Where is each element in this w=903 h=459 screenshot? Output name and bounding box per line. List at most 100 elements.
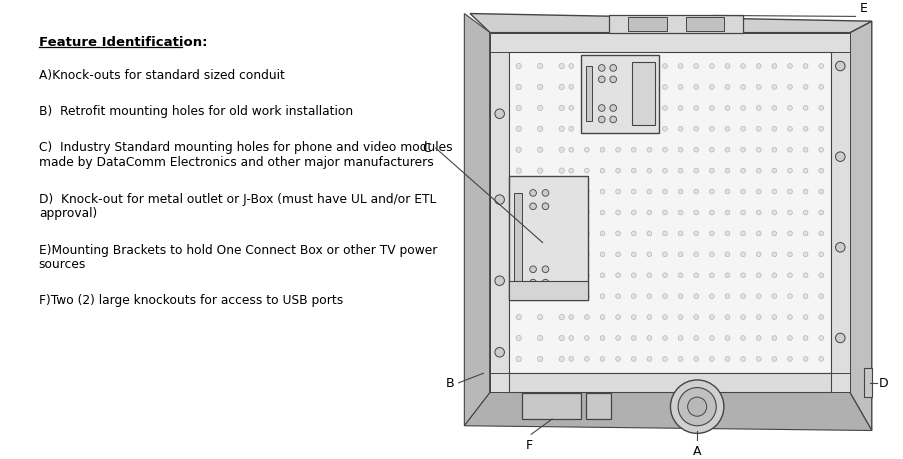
Circle shape (558, 273, 563, 278)
Bar (508, 176, 588, 300)
Circle shape (662, 252, 666, 257)
Circle shape (542, 266, 548, 273)
Circle shape (709, 85, 713, 90)
Circle shape (834, 243, 844, 252)
Circle shape (600, 336, 604, 341)
Circle shape (568, 106, 573, 111)
Circle shape (615, 231, 619, 236)
Circle shape (600, 169, 604, 174)
Circle shape (600, 273, 604, 278)
Circle shape (537, 231, 543, 236)
Circle shape (787, 65, 791, 69)
Circle shape (787, 336, 791, 341)
Circle shape (803, 273, 807, 278)
Circle shape (537, 168, 543, 174)
Circle shape (677, 315, 683, 320)
Circle shape (537, 357, 543, 362)
Circle shape (694, 357, 698, 362)
Circle shape (647, 231, 651, 236)
Circle shape (600, 190, 604, 195)
Circle shape (724, 357, 729, 362)
Circle shape (724, 127, 729, 132)
Circle shape (537, 273, 543, 278)
Circle shape (630, 231, 636, 236)
Circle shape (740, 336, 745, 341)
Circle shape (647, 273, 651, 278)
Circle shape (529, 280, 535, 286)
Circle shape (803, 211, 807, 215)
Bar (489, 34, 508, 392)
Circle shape (787, 252, 791, 257)
Polygon shape (470, 15, 870, 34)
Circle shape (630, 148, 636, 153)
Circle shape (818, 106, 823, 111)
Circle shape (610, 117, 616, 123)
Text: sources: sources (39, 257, 86, 270)
Text: made by DataComm Electronics and other major manufacturers: made by DataComm Electronics and other m… (39, 156, 433, 168)
Circle shape (542, 190, 548, 197)
Circle shape (600, 315, 604, 320)
Circle shape (787, 211, 791, 215)
Circle shape (558, 148, 563, 153)
Circle shape (803, 148, 807, 153)
Circle shape (709, 294, 713, 299)
Circle shape (740, 169, 745, 174)
Circle shape (529, 203, 535, 210)
Bar (628, 18, 666, 32)
Circle shape (694, 85, 698, 90)
Circle shape (803, 252, 807, 257)
Circle shape (584, 65, 589, 69)
Circle shape (670, 380, 723, 433)
Circle shape (630, 65, 636, 69)
Circle shape (709, 65, 713, 69)
Text: D: D (878, 376, 887, 389)
Circle shape (709, 315, 713, 320)
Circle shape (558, 294, 563, 299)
Circle shape (537, 210, 543, 216)
Circle shape (694, 273, 698, 278)
Bar (521, 393, 580, 419)
Circle shape (818, 294, 823, 299)
Circle shape (647, 148, 651, 153)
Circle shape (600, 148, 604, 153)
Circle shape (787, 127, 791, 132)
Circle shape (537, 336, 543, 341)
Circle shape (677, 294, 683, 299)
Circle shape (615, 315, 619, 320)
Circle shape (694, 294, 698, 299)
Circle shape (662, 211, 666, 215)
Circle shape (709, 336, 713, 341)
Circle shape (615, 273, 619, 278)
Circle shape (756, 336, 760, 341)
Circle shape (724, 336, 729, 341)
Circle shape (584, 169, 589, 174)
Circle shape (694, 315, 698, 320)
Circle shape (740, 127, 745, 132)
Circle shape (647, 357, 651, 362)
Circle shape (677, 273, 683, 278)
Circle shape (615, 190, 619, 195)
Circle shape (771, 315, 776, 320)
Circle shape (740, 85, 745, 90)
Circle shape (584, 294, 589, 299)
Circle shape (756, 294, 760, 299)
Circle shape (630, 294, 636, 299)
Circle shape (756, 65, 760, 69)
Circle shape (662, 294, 666, 299)
Circle shape (615, 127, 619, 132)
Circle shape (803, 231, 807, 236)
Circle shape (558, 190, 563, 195)
Circle shape (740, 252, 745, 257)
Circle shape (677, 190, 683, 195)
Circle shape (662, 315, 666, 320)
Circle shape (818, 190, 823, 195)
Bar (586, 393, 610, 419)
Bar (580, 56, 658, 134)
Circle shape (740, 148, 745, 153)
Circle shape (724, 273, 729, 278)
Circle shape (756, 211, 760, 215)
Circle shape (771, 169, 776, 174)
Circle shape (662, 273, 666, 278)
Circle shape (771, 190, 776, 195)
Circle shape (662, 169, 666, 174)
